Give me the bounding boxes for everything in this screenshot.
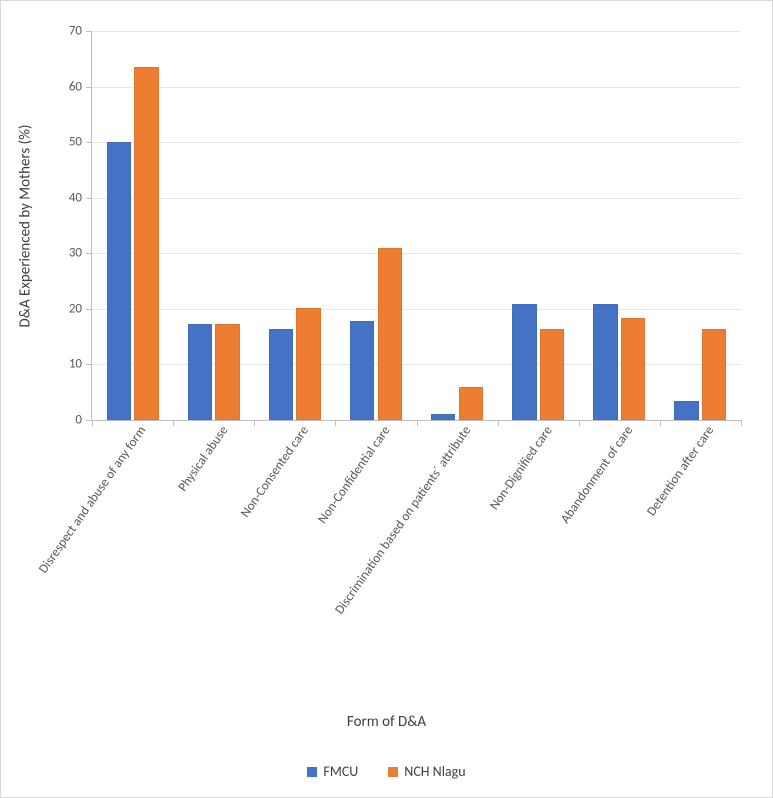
y-tick-label: 60	[69, 79, 92, 94]
y-axis-title: D&A Experienced by Mothers (%)	[15, 31, 35, 421]
x-axis-title-text: Form of D&A	[347, 713, 426, 731]
bar	[215, 324, 239, 420]
x-tick	[579, 420, 580, 426]
category-group: Non-Confidential care	[335, 31, 416, 420]
bar	[621, 318, 645, 420]
x-tick-label: Non-Confidential care	[310, 420, 393, 527]
y-tick-label: 40	[69, 190, 92, 205]
x-tick	[741, 420, 742, 426]
bar	[540, 329, 564, 420]
bar	[512, 304, 536, 420]
x-tick-label: Discrimination based on patients´ attrib…	[327, 420, 474, 617]
category-group: Discrimination based on patients´ attrib…	[417, 31, 498, 420]
bar	[674, 401, 698, 420]
y-axis-title-text: D&A Experienced by Mothers (%)	[16, 125, 34, 328]
y-tick-label: 50	[69, 135, 92, 150]
x-tick-label: Disrespect and abuse of any form	[32, 420, 150, 576]
bar	[269, 329, 293, 420]
category-group: Detention after care	[660, 31, 741, 420]
y-tick-label: 30	[69, 246, 92, 261]
bar	[296, 308, 320, 420]
category-group: Physical abuse	[173, 31, 254, 420]
bar	[350, 321, 374, 420]
x-tick-label: Non-Consented care	[233, 420, 312, 520]
x-tick-label: Physical abuse	[170, 420, 231, 494]
legend-item: FMCU	[307, 763, 358, 780]
legend-label: NCH Nlagu	[404, 763, 465, 780]
bar	[134, 67, 158, 420]
x-tick	[92, 420, 93, 426]
bar	[431, 414, 455, 420]
bar	[459, 387, 483, 420]
x-tick	[660, 420, 661, 426]
bar	[593, 304, 617, 420]
y-tick-label: 70	[69, 24, 92, 39]
y-tick-label: 0	[75, 413, 92, 428]
category-group: Disrespect and abuse of any form	[92, 31, 173, 420]
bar	[702, 329, 726, 420]
legend: FMCU NCH Nlagu	[1, 763, 772, 780]
y-tick-label: 10	[69, 357, 92, 372]
legend-swatch	[307, 767, 317, 777]
x-tick-label: Abandonment of care	[553, 420, 636, 526]
bar	[107, 142, 131, 420]
bar	[378, 248, 402, 420]
plot-area: 010203040506070Disrespect and abuse of a…	[91, 31, 741, 421]
category-group: Abandonment of care	[579, 31, 660, 420]
x-tick	[335, 420, 336, 426]
x-tick	[498, 420, 499, 426]
bar	[188, 324, 212, 420]
category-group: Non-Dignified care	[498, 31, 579, 420]
legend-swatch	[388, 767, 398, 777]
chart-frame: D&A Experienced by Mothers (%) 0 10 20 30 40…	[0, 0, 773, 798]
x-tick	[417, 420, 418, 426]
x-tick	[254, 420, 255, 426]
x-tick-label: Non-Dignified care	[482, 420, 556, 513]
plot-wrap: 0 10 20 30 40 50 60 70Disrespect and abuse of a…	[61, 21, 751, 451]
x-tick	[173, 420, 174, 426]
y-tick-label: 20	[69, 301, 92, 316]
legend-label: FMCU	[323, 763, 358, 780]
x-axis-title: Form of D&A	[1, 713, 772, 731]
legend-item: NCH Nlagu	[388, 763, 465, 780]
x-tick-label: Detention after care	[640, 420, 718, 519]
category-group: Non-Consented care	[254, 31, 335, 420]
